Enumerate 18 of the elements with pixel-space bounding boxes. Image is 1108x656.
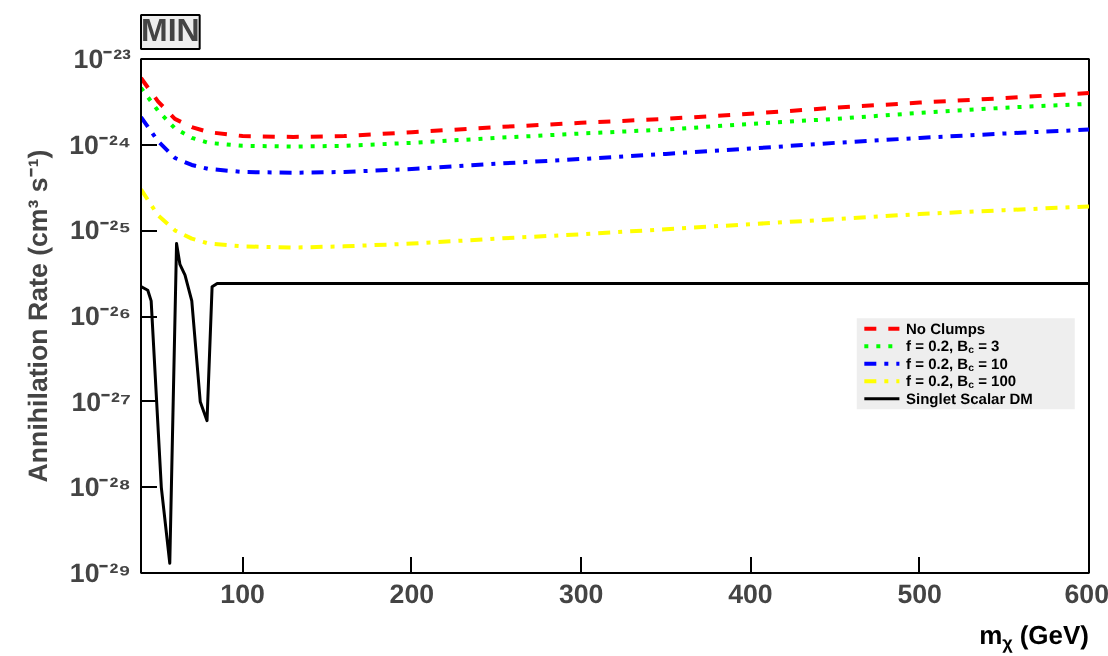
y-tick-label: 10⁻²³ — [73, 44, 133, 74]
x-tick-label: 200 — [389, 579, 435, 609]
x-tick-label: 500 — [897, 579, 942, 609]
line-series — [141, 76, 1089, 139]
x-tick-label: 100 — [220, 579, 265, 609]
y-tick-label: 10⁻²⁷ — [71, 386, 132, 417]
y-tick-label: 10⁻²⁹ — [69, 558, 132, 588]
y-tick-label: 10⁻²⁶ — [70, 301, 132, 331]
x-tick-label: 600 — [1064, 579, 1108, 609]
x-tick-label: 400 — [728, 579, 773, 609]
line-series — [141, 115, 1089, 175]
y-tick-label: 10⁻²⁸ — [69, 472, 132, 503]
y-tick-label: 10⁻²⁵ — [69, 215, 132, 246]
line-series — [141, 187, 1089, 250]
x-tick-label: 300 — [558, 579, 604, 609]
y-tick-label: 10⁻²⁴ — [69, 129, 132, 160]
y-axis-title: Annihilation Rate (cm³ s⁻¹) — [23, 149, 54, 483]
chart-title: MIN — [141, 15, 200, 49]
